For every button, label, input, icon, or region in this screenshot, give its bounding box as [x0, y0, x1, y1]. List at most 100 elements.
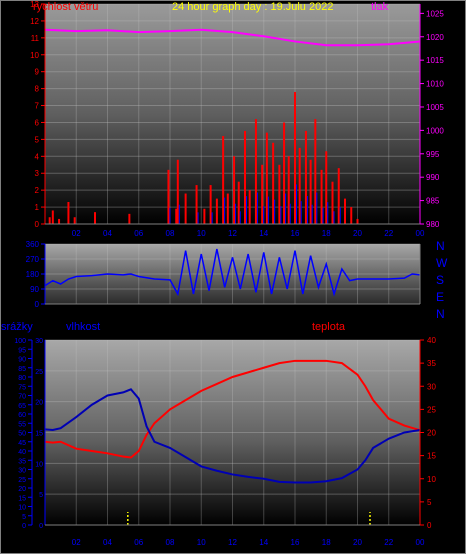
humidity-tick-label: 30 [35, 338, 43, 345]
rain-tick-label: 30 [18, 468, 26, 475]
humidity-tick-label: 10 [35, 461, 43, 468]
rain-tick-label: 85 [18, 366, 26, 373]
temperature-tick-label: 20 [427, 429, 436, 438]
wind-tick-label: 3 [35, 169, 40, 178]
time-tick-label: 04 [103, 229, 112, 238]
wind-tick-label: 8 [35, 85, 40, 94]
direction-tick-label: 270 [26, 255, 40, 264]
rain-tick-label: 40 [18, 449, 26, 456]
time-tick-label: 16 [291, 229, 300, 238]
direction-tick-label: 90 [30, 285, 39, 294]
time-tick-label: 20 [353, 229, 362, 238]
rain-tick-label: 55 [18, 421, 26, 428]
wind-tick-label: 1 [35, 203, 40, 212]
rain-tick-label: 0 [22, 523, 26, 530]
pressure-tick-label: 990 [426, 173, 440, 182]
time-tick-label: 20 [353, 538, 362, 547]
pressure-label: tlak [371, 1, 389, 13]
pressure-line [44, 28, 421, 47]
wind-tick-label: 13 [30, 0, 39, 9]
time-tick-label: 14 [259, 229, 268, 238]
wind-tick-label: 0 [35, 220, 40, 229]
direction-tick-label: 360 [26, 240, 40, 249]
pressure-tick-label: 1025 [426, 9, 444, 18]
compass-letter: S [436, 273, 444, 287]
direction-tick-label: 180 [26, 270, 40, 279]
compass-letter: E [436, 290, 444, 304]
humidity-ticks: 0 5 10 15 20 25 30 [35, 338, 43, 530]
rain-tick-label: 25 [18, 477, 26, 484]
wind-speed-bars [48, 92, 359, 224]
pressure-tick-label: 995 [426, 150, 440, 159]
time-tick-label: 16 [291, 538, 300, 547]
humidity-tick-label: 15 [35, 431, 43, 438]
temp-plot-background [45, 340, 420, 525]
time-tick-label: 04 [103, 538, 112, 547]
pressure-tick-label: 1020 [426, 33, 444, 42]
rain-tick-label: 70 [18, 394, 26, 401]
time-tick-label: 12 [228, 229, 237, 238]
humidity-line [44, 388, 421, 484]
time-tick-label: 02 [72, 538, 81, 547]
time-tick-label: 02 [72, 229, 81, 238]
time-tick-label: 18 [322, 538, 331, 547]
rain-tick-label: 75 [18, 384, 26, 391]
compass-letter: N [436, 307, 445, 321]
humidity-temperature-chart: 0510152025303540455055606570758085909510… [1, 321, 436, 547]
compass-letter: W [436, 256, 448, 270]
time-tick-label: 10 [197, 229, 206, 238]
pressure-tick-label: 1015 [426, 56, 444, 65]
humidity-tick-label: 25 [35, 369, 43, 376]
rain-tick-label: 90 [18, 357, 26, 364]
pressure-tick-label: 1000 [426, 126, 444, 135]
humidity-tick-label: 20 [35, 400, 43, 407]
wind-tick-label: 10 [30, 51, 39, 60]
time-tick-label: 00 [416, 229, 425, 238]
wind-tick-label: 6 [35, 118, 40, 127]
time-tick-label: 06 [134, 538, 143, 547]
compass-letter: N [436, 239, 445, 253]
rain-tick-label: 65 [18, 403, 26, 410]
rain-tick-label: 45 [18, 440, 26, 447]
rain-tick-label: 100 [14, 338, 26, 345]
pressure-ticks: 980 985 990 995 1000 1005 1010 1015 1020 1025 [420, 9, 444, 229]
rain-tick-label: 15 [18, 495, 26, 502]
temperature-line [44, 359, 421, 459]
pressure-tick-label: 985 [426, 197, 440, 206]
temp-grid [45, 339, 421, 526]
time-tick-label: 22 [384, 538, 393, 547]
humidity-tick-label: 0 [39, 523, 43, 530]
humidity-tick-label: 5 [39, 492, 43, 499]
rain-ticks: 0 5 10 15 20 25 30 35 40 45 50 55 60 65 70 75 80 85 90 95 10… [14, 338, 32, 530]
wind-tick-label: 9 [35, 68, 40, 77]
temperature-tick-label: 15 [427, 452, 436, 461]
rain-tick-label: 50 [18, 431, 26, 438]
rain-tick-label: 20 [18, 486, 26, 493]
pressure-tick-label: 1005 [426, 103, 444, 112]
rain-tick-label: 5 [22, 514, 26, 521]
temperature-tick-label: 10 [427, 475, 436, 484]
rain-tick-label: 35 [18, 458, 26, 465]
time-tick-label: 08 [166, 538, 175, 547]
time-tick-label: 06 [134, 229, 143, 238]
time-tick-label: 00 [416, 538, 425, 547]
wind-tick-label: 7 [35, 102, 40, 111]
time-tick-label: 12 [228, 538, 237, 547]
wind-time-ticks: 02 04 06 08 10 12 14 16 18 20 22 00 [72, 229, 425, 238]
rain-tick-label: 10 [18, 505, 26, 512]
wind-tick-label: 12 [30, 17, 39, 26]
wind-tick-label: 2 [35, 186, 40, 195]
time-tick-label: 18 [322, 229, 331, 238]
rain-label: srážky [1, 321, 33, 333]
temperature-tick-label: 40 [427, 336, 436, 345]
rain-tick-label: 60 [18, 412, 26, 419]
rain-tick-label: 95 [18, 347, 26, 354]
temperature-tick-label: 5 [427, 498, 432, 507]
temperature-tick-label: 0 [427, 521, 432, 530]
wind-direction-line [44, 248, 421, 297]
wind-speed-label: rychlost větru [33, 1, 98, 13]
time-tick-label: 08 [166, 229, 175, 238]
